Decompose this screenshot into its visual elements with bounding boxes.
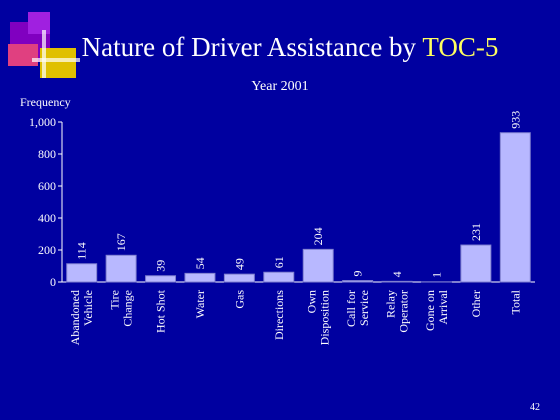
y-axis-label: Frequency [20, 95, 71, 109]
x-tick-label: Other [469, 290, 483, 317]
chart-subtitle: Year 2001 [251, 79, 308, 94]
bar [105, 254, 137, 283]
y-tick-label: 800 [38, 147, 56, 161]
x-tick-label: Operator [397, 290, 411, 333]
value-label: 933 [508, 111, 522, 129]
y-tick-label: 0 [50, 275, 56, 289]
x-tick-label: Call for [344, 290, 358, 327]
x-tick-label: Gone on [423, 290, 437, 331]
x-tick-label: Gas [232, 290, 246, 309]
title-highlight: TOC-5 [422, 32, 498, 62]
x-tick-label: Arrival [436, 289, 450, 324]
bar [223, 273, 255, 283]
logo [8, 12, 80, 78]
x-tick-label: Service [357, 290, 371, 326]
x-tick-label: Water [193, 290, 207, 318]
value-label: 4 [390, 271, 404, 277]
x-tick-label: Own [305, 290, 319, 313]
bar [145, 275, 177, 283]
x-tick-label: Disposition [318, 290, 332, 345]
value-label: 9 [351, 271, 365, 277]
value-label: 231 [469, 223, 483, 241]
bar [66, 263, 98, 283]
x-tick-label: Relay [384, 290, 398, 318]
page-number: 42 [530, 402, 540, 413]
y-tick-label: 200 [38, 243, 56, 257]
bar [184, 272, 216, 283]
value-label: 61 [272, 256, 286, 268]
x-tick-label: Hot Shot [154, 289, 168, 333]
x-tick-label: Abandoned [68, 290, 82, 345]
value-label: 1 [429, 272, 443, 278]
value-label: 49 [232, 258, 246, 270]
y-tick-label: 400 [38, 211, 56, 225]
title-text: Nature of Driver Assistance by [82, 32, 417, 62]
value-label: 114 [75, 242, 89, 260]
chart-title: Nature of Driver Assistance by TOC-5 [82, 32, 499, 62]
value-label: 54 [193, 257, 207, 269]
value-label: 204 [311, 227, 325, 245]
x-tick-label: Directions [272, 290, 286, 340]
bar [302, 248, 334, 283]
x-tick-label: Total [508, 289, 522, 314]
y-tick-label: 1,000 [29, 115, 56, 129]
bar [381, 280, 413, 283]
x-tick-label: Change [121, 290, 135, 327]
bar [342, 280, 374, 283]
value-label: 39 [154, 260, 168, 272]
value-label: 167 [114, 233, 128, 251]
plot: 0 200 400 600 800 1,000 114 Abandoned Vehicle 167… [29, 111, 535, 345]
x-tick-label: Vehicle [81, 290, 95, 326]
x-tick-label: Tire [108, 290, 122, 310]
bar [263, 271, 295, 283]
y-tick-label: 600 [38, 179, 56, 193]
bar [499, 132, 531, 283]
bar [460, 244, 492, 283]
